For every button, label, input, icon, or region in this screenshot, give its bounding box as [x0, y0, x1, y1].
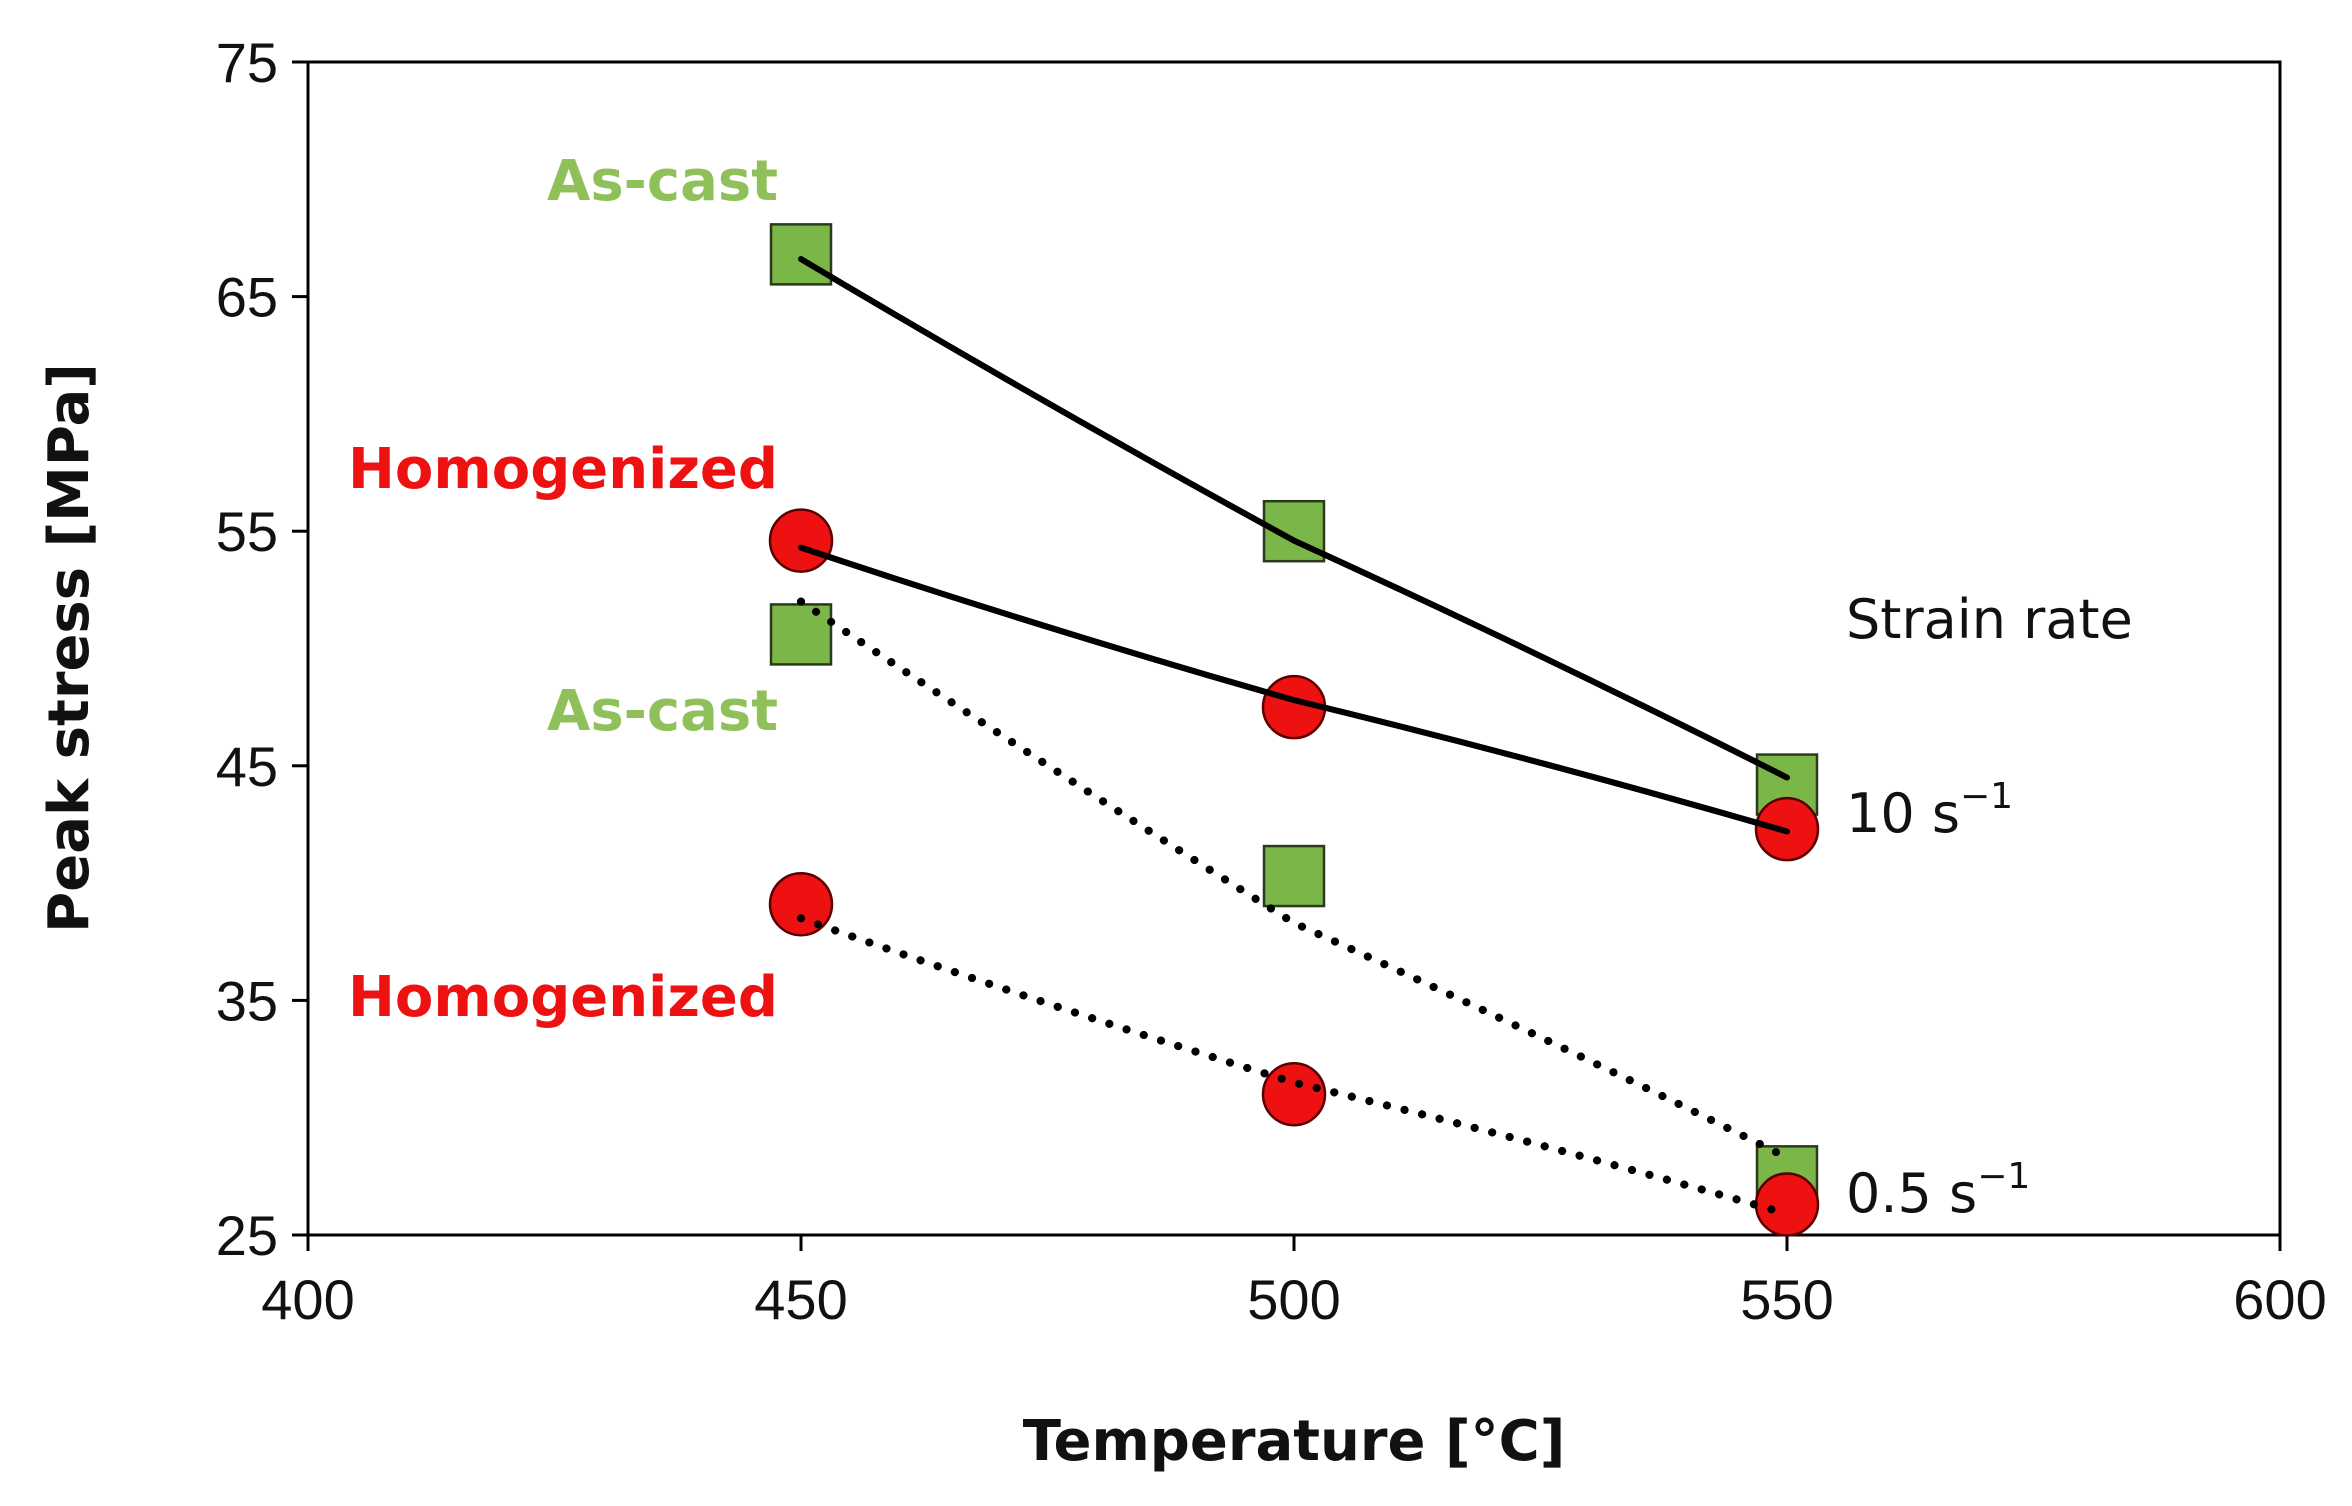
series-markers — [768, 223, 1820, 1237]
y-tick-label: 55 — [216, 500, 278, 563]
homogenized-marker — [768, 508, 834, 573]
y-tick-label: 65 — [216, 266, 278, 329]
homogenized-marker — [1261, 1061, 1327, 1127]
strain-rate-high: 10 s−1 — [1846, 776, 2013, 845]
label-homogenized-high-rate: Homogenized — [348, 437, 778, 502]
x-tick-label: 400 — [261, 1268, 354, 1331]
y-axis-title: Peak stress [MPa] — [37, 363, 102, 933]
series-line-0 — [798, 256, 1790, 781]
as-cast-marker — [769, 223, 833, 286]
y-tick-label: 25 — [216, 1204, 278, 1267]
strain-rate-low: 0.5 s−1 — [1846, 1156, 2030, 1225]
y-tick-label: 75 — [216, 31, 278, 94]
x-tick-label: 550 — [1740, 1268, 1833, 1331]
label-as-cast-high-rate: As-cast — [547, 149, 778, 214]
tick-labels: 400 450 500 550 600 25 35 45 55 65 75 — [216, 31, 2327, 1331]
as-cast-marker — [769, 603, 833, 666]
label-as-cast-low-rate: As-cast — [547, 679, 778, 744]
strain-rate-high-exponent: −1 — [1960, 776, 2013, 817]
x-tick-label: 600 — [2233, 1268, 2326, 1331]
strain-rate-heading: Strain rate — [1846, 588, 2133, 651]
homogenized-marker — [1754, 1172, 1820, 1237]
series-line-1 — [798, 544, 1790, 835]
label-homogenized-low-rate: Homogenized — [348, 965, 778, 1030]
x-tick-label: 450 — [754, 1268, 847, 1331]
strain-rate-low-base: 0.5 s — [1846, 1162, 1977, 1225]
ticks — [292, 60, 2282, 1251]
homogenized-marker — [768, 871, 834, 937]
x-tick-label: 500 — [1247, 1268, 1340, 1331]
strain-rate-high-base: 10 s — [1846, 782, 1960, 845]
series-line-3 — [797, 914, 1791, 1218]
y-tick-label: 35 — [216, 969, 278, 1032]
y-tick-label: 45 — [216, 735, 278, 798]
strain-rate-low-exponent: −1 — [1977, 1156, 2030, 1197]
as-cast-marker — [1262, 844, 1326, 908]
x-axis-title: Temperature [°C] — [1023, 1409, 1566, 1474]
